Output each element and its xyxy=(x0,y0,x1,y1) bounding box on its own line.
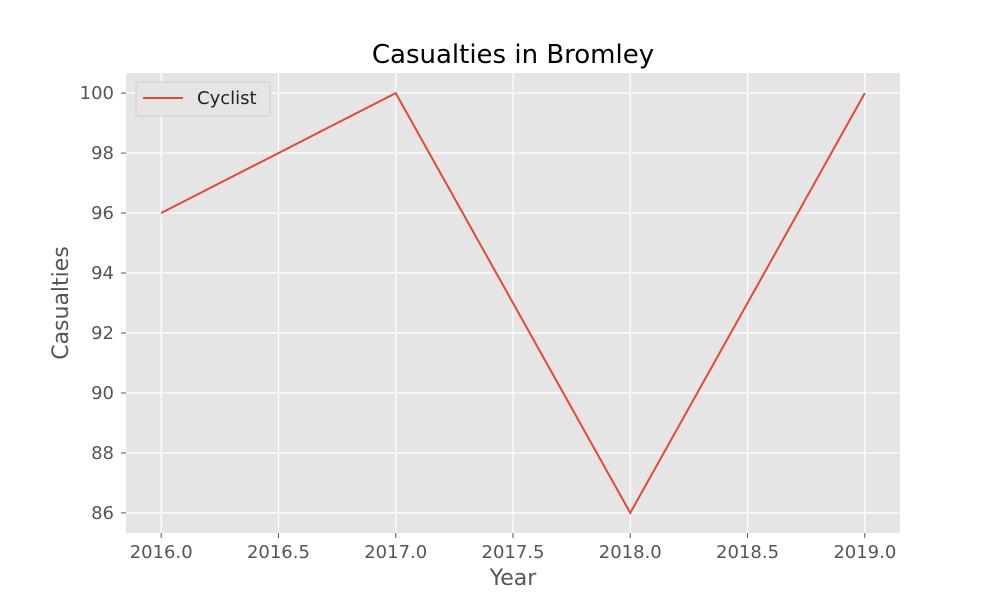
x-axis-label: Year xyxy=(489,566,538,591)
grid-lines xyxy=(126,73,900,533)
series-lines xyxy=(160,91,866,515)
x-tick-label-3: 2017.5 xyxy=(482,542,545,563)
legend-box xyxy=(135,81,271,117)
y-tick-label-7: 100 xyxy=(80,83,114,104)
y-tick-label-1: 88 xyxy=(91,443,114,464)
x-tick-label-5: 2018.5 xyxy=(716,542,779,563)
y-tick-label-4: 94 xyxy=(91,263,114,284)
legend-label-cyclist: Cyclist xyxy=(197,88,257,109)
chart-title: Casualties in Bromley xyxy=(372,40,654,70)
y-tick-label-2: 90 xyxy=(91,383,114,404)
x-tick-label-0: 2016.0 xyxy=(130,542,193,563)
y-tick-label-3: 92 xyxy=(91,323,114,344)
x-tick-label-1: 2016.5 xyxy=(247,542,310,563)
legend: Cyclist xyxy=(135,81,271,117)
y-axis-label: Casualties xyxy=(49,246,74,360)
x-tick-label-2: 2017.0 xyxy=(364,542,427,563)
series-line-cyclist xyxy=(160,91,866,515)
y-tick-labels: 86 88 90 92 94 96 98 100 xyxy=(80,83,126,524)
y-tick-label-6: 98 xyxy=(91,143,114,164)
y-tick-label-0: 86 xyxy=(91,503,114,524)
y-tick-label-5: 96 xyxy=(91,203,114,224)
x-tick-labels: 2016.0 2016.5 2017.0 2017.5 2018.0 2018.5 2019… xyxy=(130,533,896,563)
x-tick-label-4: 2018.0 xyxy=(599,542,662,563)
x-tick-label-6: 2019.0 xyxy=(833,542,896,563)
